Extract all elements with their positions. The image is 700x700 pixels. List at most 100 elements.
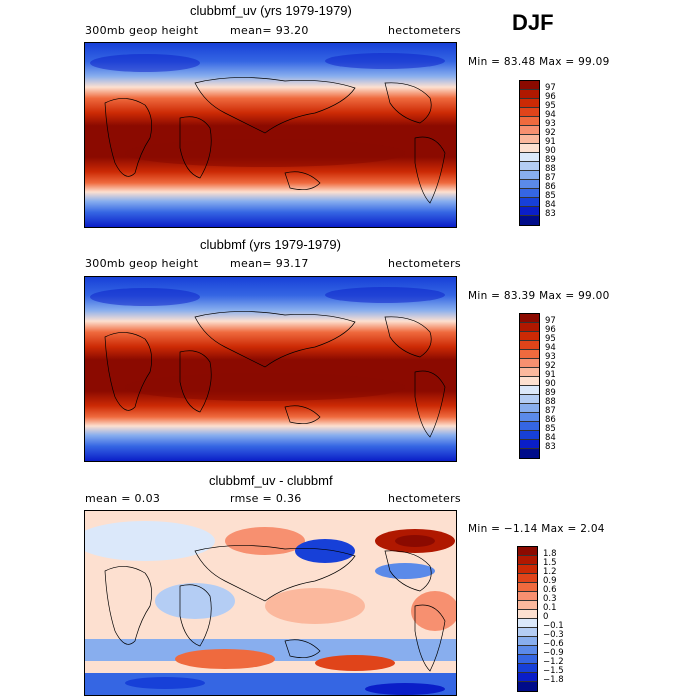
swatch <box>520 198 539 207</box>
colorbar-label: 96 <box>545 92 556 102</box>
panel1-coastlines <box>104 77 446 204</box>
colorbar-label: 0.6 <box>543 585 557 595</box>
swatch <box>520 135 539 144</box>
colorbar-label: 1.5 <box>543 558 557 568</box>
swatch <box>520 359 539 368</box>
swatch <box>520 440 539 449</box>
swatch <box>520 90 539 99</box>
colorbar-label: 85 <box>545 424 556 434</box>
swatch <box>520 81 539 90</box>
panel2-title: clubbmf (yrs 1979-1979) <box>200 237 341 252</box>
panel2-colorbar-swatches <box>519 313 540 459</box>
colorbar-label: −0.6 <box>543 639 564 649</box>
panel2-mean-label: mean= 93.17 <box>230 257 309 270</box>
colorbar-label: 86 <box>545 182 556 192</box>
colorbar-label: 96 <box>545 325 556 335</box>
panel2-units-label: hectometers <box>388 257 461 270</box>
swatch <box>520 126 539 135</box>
swatch <box>520 332 539 341</box>
colorbar-label: 95 <box>545 101 556 111</box>
colorbar-label: −0.1 <box>543 621 564 631</box>
panel3-coastlines <box>104 545 446 672</box>
panel2-coastlines <box>104 311 446 438</box>
swatch <box>520 431 539 440</box>
swatch <box>518 574 537 583</box>
colorbar-label: 94 <box>545 110 556 120</box>
colorbar-label: 83 <box>545 442 556 452</box>
colorbar-label: 88 <box>545 397 556 407</box>
colorbar-label: 91 <box>545 370 556 380</box>
swatch <box>520 99 539 108</box>
swatch <box>520 350 539 359</box>
colorbar-label: −1.5 <box>543 666 564 676</box>
panel2-variable-label: 300mb geop height <box>85 257 199 270</box>
colorbar-label: 85 <box>545 191 556 201</box>
swatch <box>518 547 537 556</box>
swatch <box>520 323 539 332</box>
swatch <box>518 628 537 637</box>
swatch <box>518 565 537 574</box>
colorbar-label: 87 <box>545 173 556 183</box>
swatch <box>520 117 539 126</box>
swatch <box>518 583 537 592</box>
swatch <box>520 386 539 395</box>
colorbar-label: 88 <box>545 164 556 174</box>
colorbar-label: 90 <box>545 146 556 156</box>
colorbar-label: −0.3 <box>543 630 564 640</box>
colorbar-label: 0 <box>543 612 549 622</box>
swatch <box>518 673 537 682</box>
colorbar-label: 92 <box>545 128 556 138</box>
colorbar-label: 0.3 <box>543 594 557 604</box>
panel3-colorbar-swatches <box>517 546 538 692</box>
swatch <box>520 171 539 180</box>
swatch <box>520 144 539 153</box>
colorbar-label: 0.1 <box>543 603 557 613</box>
colorbar-label: 90 <box>545 379 556 389</box>
panel3-mean-label: mean = 0.03 <box>85 492 161 505</box>
swatch <box>520 207 539 216</box>
panel3-title: clubbmf_uv - clubbmf <box>209 473 333 488</box>
panel3-field <box>85 511 456 695</box>
panel1-colorbar-swatches <box>519 80 540 226</box>
colorbar-label: 91 <box>545 137 556 147</box>
colorbar-label: 84 <box>545 200 556 210</box>
colorbar-label: −1.2 <box>543 657 564 667</box>
swatch <box>520 314 539 323</box>
colorbar-label: 86 <box>545 415 556 425</box>
swatch <box>520 162 539 171</box>
swatch <box>520 404 539 413</box>
swatch <box>518 655 537 664</box>
panel1-units-label: hectometers <box>388 24 461 37</box>
swatch <box>520 108 539 117</box>
swatch <box>518 610 537 619</box>
swatch <box>520 180 539 189</box>
panel3-rmse-label: rmse = 0.36 <box>230 492 302 505</box>
swatch <box>520 216 539 225</box>
colorbar-label: 0.9 <box>543 576 557 586</box>
panel3-units-label: hectometers <box>388 492 461 505</box>
swatch <box>518 556 537 565</box>
colorbar-label: 83 <box>545 209 556 219</box>
swatch <box>520 395 539 404</box>
panel2-minmax: Min = 83.39 Max = 99.00 <box>468 290 610 302</box>
colorbar-label: 97 <box>545 83 556 93</box>
swatch <box>520 341 539 350</box>
swatch <box>518 619 537 628</box>
panel1-mean-label: mean= 93.20 <box>230 24 309 37</box>
colorbar-label: 95 <box>545 334 556 344</box>
colorbar-label: 84 <box>545 433 556 443</box>
swatch <box>518 601 537 610</box>
swatch <box>520 368 539 377</box>
panel1-minmax: Min = 83.48 Max = 99.09 <box>468 56 610 68</box>
swatch <box>520 422 539 431</box>
colorbar-label: 92 <box>545 361 556 371</box>
season-label: DJF <box>512 10 554 35</box>
swatch <box>520 377 539 386</box>
swatch <box>518 682 537 691</box>
panel3-map <box>84 510 457 696</box>
panel1-variable-label: 300mb geop height <box>85 24 199 37</box>
panel2-map <box>84 276 457 462</box>
swatch <box>518 592 537 601</box>
colorbar-label: −1.8 <box>543 675 564 685</box>
panel1-field <box>85 43 456 227</box>
